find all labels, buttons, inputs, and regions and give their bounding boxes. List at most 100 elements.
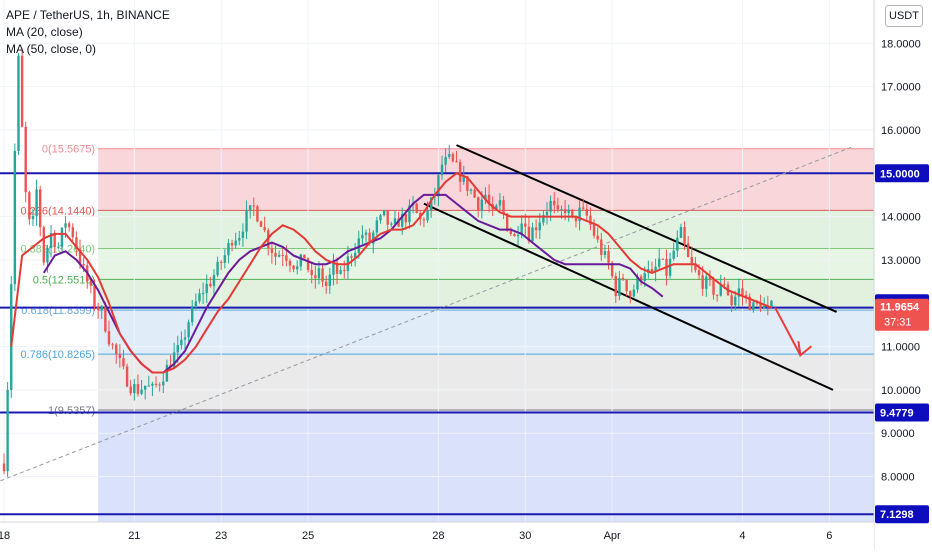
candle-body (466, 176, 469, 191)
candle-body (292, 265, 295, 270)
candle-body (357, 238, 360, 253)
time-axis[interactable]: 18 21 23 25 28 30 Apr 4 6 (0, 521, 874, 550)
candle-body (115, 344, 118, 354)
candle-body (404, 214, 408, 223)
candle-body (17, 55, 20, 151)
candle-body (372, 232, 375, 244)
candle-body (332, 262, 335, 275)
price-tick-label: 14.0000 (881, 212, 921, 224)
candle-body (303, 254, 306, 259)
candle-body (118, 353, 122, 359)
price-tick-label: 9.0000 (881, 428, 915, 440)
candle-body (567, 209, 570, 214)
candle-body (343, 270, 346, 272)
fib-label-0-786: 0.786(10.8265) (20, 349, 95, 361)
candle-body (277, 254, 281, 257)
fib-label-0-236: 0.236(14.1440) (20, 205, 95, 217)
price-level-badge[interactable] (875, 505, 929, 524)
candle-body (2, 463, 6, 472)
candle-body (621, 278, 625, 280)
candle-body (741, 288, 744, 296)
candle-body (172, 352, 176, 368)
candle-body (683, 227, 686, 244)
candle-body (560, 209, 563, 211)
candle-body (154, 383, 158, 385)
currency-unit-button[interactable]: USDT (885, 5, 923, 27)
candle-body (147, 385, 150, 387)
time-tick-label: 25 (302, 530, 314, 542)
candle-body (71, 227, 74, 238)
candle-body (158, 384, 161, 386)
candle-body (122, 358, 125, 367)
price-tick-label: 17.0000 (881, 82, 921, 94)
candle-body (368, 232, 371, 244)
candle-body (20, 55, 24, 127)
projection-arrow-shaft[interactable] (774, 307, 802, 356)
candle-body (183, 337, 187, 340)
candle-body (513, 233, 516, 237)
legend-ma50[interactable]: MA (50, close, 0) (6, 42, 97, 56)
horizontal-lines[interactable] (0, 172, 874, 516)
candle-body (650, 269, 654, 272)
candle-body (187, 322, 190, 338)
time-tick-label: 18 (0, 530, 10, 542)
candle-body (556, 205, 560, 210)
candle-body (668, 258, 672, 276)
channel-upper-line[interactable] (456, 144, 838, 313)
candle-body (223, 255, 227, 263)
candle-body (531, 227, 534, 242)
dashed-trend-line[interactable] (0, 146, 852, 482)
candle-body (335, 262, 339, 274)
fibonacci-retracement[interactable]: 0(15.5675)0.236(14.1440)0.382(13.2640)0.… (20, 144, 875, 522)
candle-body (694, 263, 697, 271)
candle-body (701, 275, 704, 289)
candle-body (328, 274, 331, 286)
fib-zone-1 (98, 409, 875, 522)
fib-label-1: 1(9.5357) (48, 405, 95, 417)
candle-body (350, 256, 353, 258)
fib-label-0: 0(15.5675) (42, 144, 95, 156)
candle-body (723, 283, 726, 285)
candle-body (324, 281, 328, 286)
candle-body (643, 273, 646, 281)
candle-body (67, 223, 71, 228)
time-tick-label: Apr (604, 530, 621, 542)
candle-body (129, 386, 132, 394)
candle-body (57, 246, 60, 248)
last-price-badge[interactable] (875, 298, 929, 331)
candle-body (220, 261, 223, 263)
price-level-label: 9.4779 (880, 407, 914, 419)
candle-body (625, 279, 628, 292)
projection-arrow-head[interactable] (797, 341, 813, 358)
candle-body (596, 235, 599, 240)
candle-body (361, 234, 364, 239)
price-level-label: 7.1298 (880, 509, 914, 521)
candle-body (353, 252, 357, 258)
price-axis[interactable]: 18.0000 17.0000 16.0000 14.0000 13.0000 11.00… (873, 0, 932, 550)
candle-body (386, 210, 389, 225)
candle-body (600, 239, 603, 255)
candle-body (288, 260, 292, 266)
legend-symbol[interactable]: APE / TetherUS, 1h, BINANCE (6, 8, 170, 22)
price-level-badge[interactable] (875, 164, 929, 183)
candle-body (31, 215, 35, 220)
candle-body (136, 384, 140, 394)
candle-body (96, 307, 100, 311)
candle-body (589, 215, 592, 225)
candle-body (527, 226, 531, 242)
legend-ma20[interactable]: MA (20, close) (6, 25, 83, 39)
candle-body (299, 254, 303, 267)
candle-body (216, 261, 219, 276)
candle-body (259, 221, 263, 227)
candle-body (49, 233, 53, 249)
fib-zone-0-236 (98, 210, 875, 249)
candle-body (748, 296, 751, 311)
channel-lower-line[interactable] (423, 202, 834, 391)
trend-lines[interactable] (0, 144, 852, 482)
candle-body (458, 162, 462, 182)
candle-body (473, 189, 476, 198)
candle-body (661, 258, 665, 260)
price-level-badge[interactable] (875, 403, 929, 422)
candle-body (672, 250, 675, 259)
